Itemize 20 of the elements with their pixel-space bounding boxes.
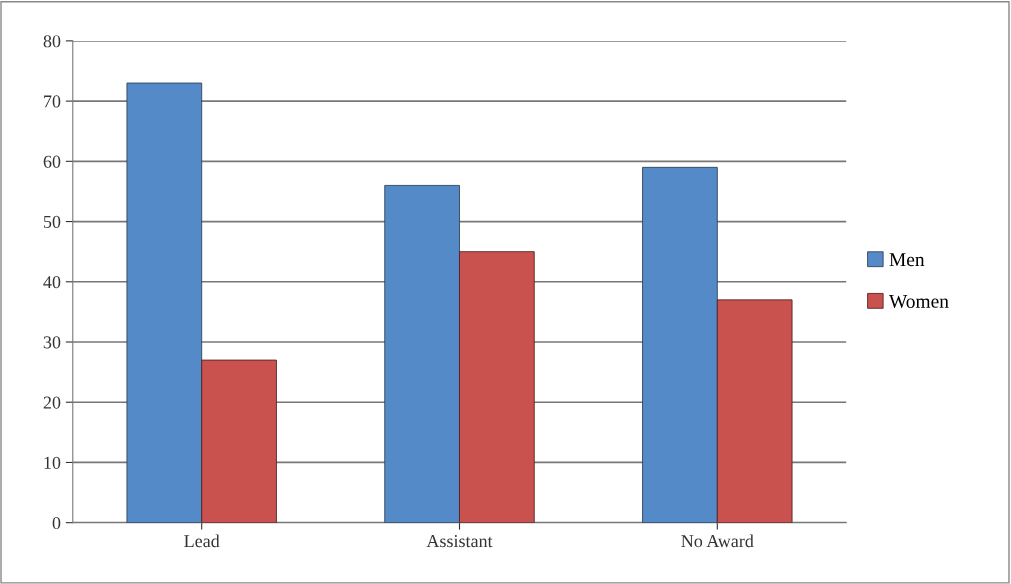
- bar: [642, 166, 718, 523]
- legend-label: Men: [889, 253, 925, 267]
- y-tick-label: 50: [43, 215, 61, 228]
- bar: [459, 251, 535, 523]
- legend-label: Women: [888, 294, 949, 308]
- bar: [126, 82, 203, 523]
- bar: [201, 359, 277, 523]
- y-tick-label: 10: [44, 456, 61, 469]
- y-tick-label: 30: [43, 336, 61, 349]
- x-tick-label: No Award: [681, 534, 754, 548]
- y-tick-label: 0: [52, 516, 61, 530]
- y-tick-label: 70: [44, 95, 61, 108]
- y-tick-label: 20: [43, 396, 61, 409]
- bar: [716, 299, 793, 523]
- bar: [384, 185, 460, 523]
- y-tick-label: 80: [43, 35, 61, 48]
- x-tick-label: Assistant: [426, 535, 493, 548]
- y-tick-label: 40: [43, 276, 61, 289]
- x-tick-label: Lead: [184, 534, 220, 548]
- y-tick-label: 60: [43, 155, 61, 168]
